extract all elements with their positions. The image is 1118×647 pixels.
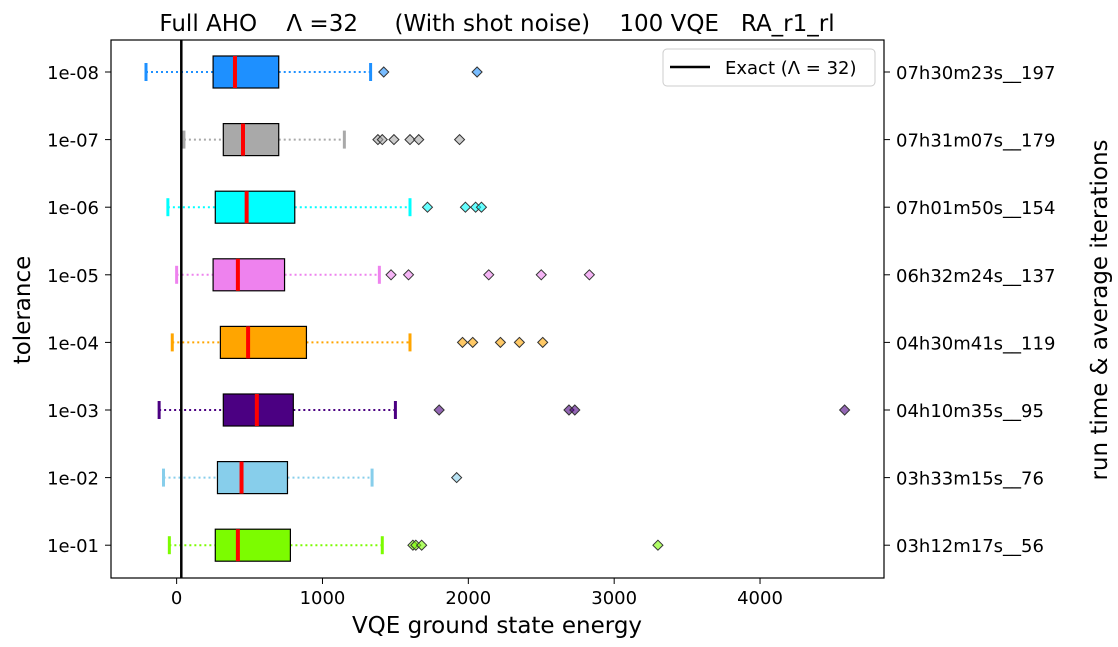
y-tick-label: 1e-07: [47, 131, 99, 152]
box: [222, 122, 280, 157]
outlier-point: [838, 404, 851, 416]
runtime-label: 07h31m07s__179: [896, 131, 1055, 152]
outlier-point: [413, 133, 425, 146]
y-axis-label: tolerance: [10, 256, 36, 365]
x-tick-label: 4000: [737, 588, 783, 609]
outlier-point: [483, 269, 495, 281]
outlier-point: [475, 201, 488, 213]
outlier-point: [583, 269, 596, 281]
box: [212, 55, 280, 89]
legend-box: [662, 48, 876, 87]
runtime-label: 07h30m23s__197: [896, 63, 1055, 84]
outlier-point: [466, 336, 479, 349]
runtime-label: 06h32m24s__137: [896, 266, 1055, 287]
y-tick-label: 1e-04: [47, 333, 99, 354]
outlier-point: [494, 336, 507, 349]
outlier-point: [453, 133, 466, 146]
outlier-point: [378, 66, 390, 78]
runtime-label: 03h12m17s__56: [896, 536, 1044, 557]
y-tick-label: 1e-02: [47, 469, 99, 490]
box: [219, 325, 308, 359]
outlier-point: [388, 133, 400, 146]
y-axis-label-right: run time & average iterations: [1087, 139, 1113, 480]
outlier-point: [513, 336, 526, 349]
outlier-point: [421, 201, 434, 213]
outlier-point: [459, 201, 472, 213]
x-tick-label: 1000: [300, 588, 346, 609]
axes-frame: [110, 39, 885, 579]
outlier-point: [402, 269, 415, 281]
x-tick-label: 3000: [591, 588, 637, 609]
box: [214, 190, 296, 224]
outlier-point: [433, 404, 445, 416]
x-tick-label: 2000: [445, 588, 491, 609]
runtime-label: 03h33m15s__76: [896, 469, 1044, 490]
outlier-point: [404, 133, 416, 146]
outlier-point: [415, 539, 428, 551]
box: [214, 528, 291, 562]
outlier-point: [456, 336, 469, 349]
x-axis-label: VQE ground state energy: [352, 613, 642, 639]
y-tick-label: 1e-01: [47, 536, 99, 557]
y-tick-label: 1e-08: [47, 63, 99, 84]
box: [212, 258, 286, 292]
outlier-point: [535, 269, 547, 281]
y-tick-label: 1e-05: [47, 266, 99, 287]
box: [216, 461, 289, 495]
outlier-point: [652, 539, 664, 551]
runtime-label: 04h10m35s__95: [896, 401, 1044, 422]
chart-title: Full AHO Λ =32 (With shot noise) 100 VQE…: [159, 11, 834, 37]
outlier-point: [385, 269, 397, 281]
outlier-point: [450, 471, 463, 484]
x-tick-label: 0: [171, 588, 182, 609]
legend-entry-exact: Exact (Λ = 32): [725, 58, 857, 79]
plot-area: [144, 40, 851, 578]
outlier-point: [471, 66, 483, 78]
runtime-label: 07h01m50s__154: [896, 198, 1055, 219]
y-tick-label: 1e-06: [47, 198, 99, 219]
legend: Exact (Λ = 32): [662, 48, 876, 87]
y-tick-label: 1e-03: [47, 401, 99, 422]
runtime-label: 04h30m41s__119: [896, 333, 1055, 354]
outlier-point: [569, 404, 581, 416]
outlier-point: [376, 133, 388, 146]
outlier-point: [537, 336, 549, 349]
